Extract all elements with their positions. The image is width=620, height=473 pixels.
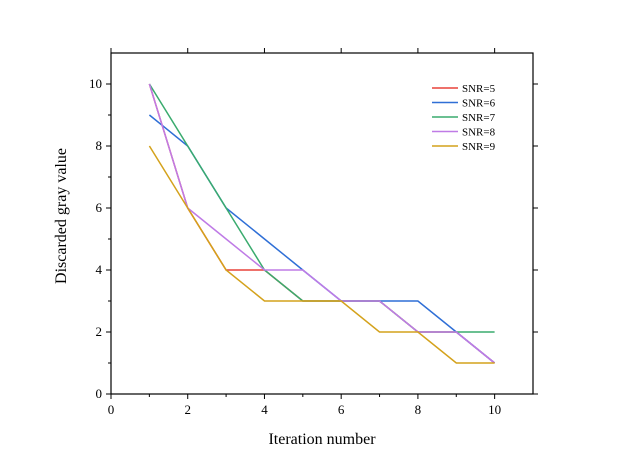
series-line-5: [148, 145, 495, 364]
y-axis-title: Discarded gray value: [53, 148, 70, 284]
y-tick-label: 6: [96, 200, 103, 215]
plot-border: [110, 52, 534, 395]
series-line-3: [148, 83, 495, 333]
y-tick-label: 8: [96, 138, 103, 153]
axis-ticks: 0 2 4 6 8 10 0 2 4 6 8 10: [89, 48, 538, 417]
legend-label: SNR=8: [462, 127, 496, 139]
legend-label: SNR=7: [462, 112, 496, 124]
x-axis-title: Iteration number: [268, 431, 376, 448]
y-tick-label: 2: [96, 324, 103, 339]
x-tick-label: 8: [415, 402, 422, 417]
series-lines: [148, 83, 496, 364]
x-tick-label: 2: [184, 402, 191, 417]
legend-label: SNR=5: [462, 83, 496, 95]
x-tick-label: 6: [338, 402, 345, 417]
legend: SNR=5 SNR=6 SNR=7 SNR=8 SNR=9: [432, 83, 496, 153]
y-tick-label: 0: [96, 386, 103, 401]
y-tick-label: 10: [89, 76, 102, 91]
series-line-2: [148, 114, 496, 364]
x-tick-label: 4: [261, 402, 268, 417]
legend-label: SNR=9: [462, 141, 496, 153]
x-tick-label: 10: [488, 402, 501, 417]
x-tick-label: 0: [108, 402, 115, 417]
y-tick-label: 4: [96, 262, 103, 277]
series-line-4: [148, 83, 496, 364]
plot-frame: [110, 52, 534, 395]
legend-label: SNR=6: [462, 98, 496, 110]
